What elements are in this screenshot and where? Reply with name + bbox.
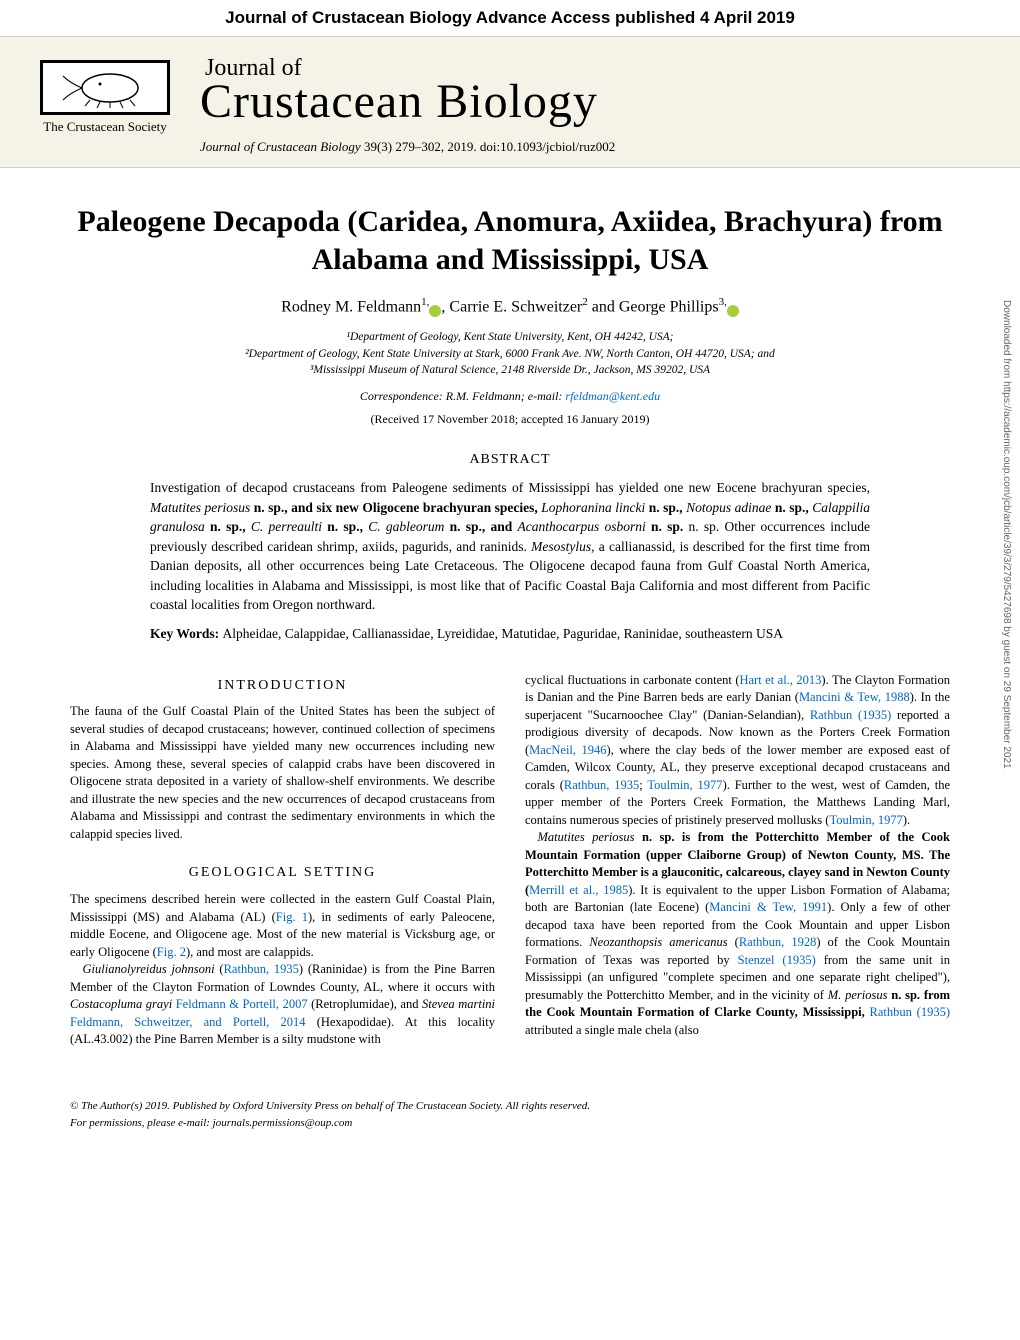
col2-paragraph-2: Matutites periosus n. sp. is from the Po… xyxy=(525,829,950,1039)
figure-link[interactable]: Fig. 2 xyxy=(157,945,186,959)
authors-line: Rodney M. Feldmann1,o, Carrie E. Schweit… xyxy=(70,296,950,317)
crustacean-icon xyxy=(55,68,155,108)
species-name: Acanthocarpus osborni xyxy=(518,519,646,534)
correspondence-email-link[interactable]: rfeldman@kent.edu xyxy=(565,389,660,403)
reference-link[interactable]: Rathbun (1935) xyxy=(810,708,891,722)
abstract-frag: n. sp., and six new Oligocene brachyuran… xyxy=(250,500,541,515)
correspondence: Correspondence: R.M. Feldmann; e-mail: r… xyxy=(70,389,950,404)
reference-link[interactable]: MacNeil, 1946 xyxy=(529,743,606,757)
keywords-list: Alpheidae, Calappidae, Callianassidae, L… xyxy=(223,626,783,641)
reference-link[interactable]: Feldmann & Portell, 2007 xyxy=(176,997,308,1011)
text-frag: attributed a single male chela (also xyxy=(525,1023,699,1037)
affiliations: ¹Department of Geology, Kent State Unive… xyxy=(70,329,950,379)
orcid-icon[interactable]: o xyxy=(429,305,441,317)
abstract-frag: n. sp., xyxy=(322,519,368,534)
reference-link[interactable]: Mancini & Tew, 1991 xyxy=(709,900,827,914)
author-3-sup: 3, xyxy=(719,296,727,308)
reference-link[interactable]: Toulmin, 1977 xyxy=(647,778,722,792)
figure-link[interactable]: Fig. 1 xyxy=(276,910,308,924)
journal-name: Crustacean Biology xyxy=(200,74,980,129)
abstract-text: Investigation of decapod crustaceans fro… xyxy=(150,478,870,615)
reference-link[interactable]: Rathbun, 1935 xyxy=(224,962,299,976)
citation-rest: 39(3) 279–302, 2019. doi:10.1093/jcbiol/… xyxy=(361,139,616,154)
abstract-frag: n. sp., and xyxy=(444,519,517,534)
logo-section: The Crustacean Society xyxy=(40,55,170,135)
species-name: C. perreaulti xyxy=(251,519,322,534)
text-frag: ), and most are calappids. xyxy=(186,945,314,959)
reference-link[interactable]: Rathbun (1935) xyxy=(870,1005,950,1019)
author-1-sup: 1, xyxy=(421,296,429,308)
reference-link[interactable]: Mancini & Tew, 1988 xyxy=(799,690,910,704)
keywords-block: Key Words: Alpheidae, Calappidae, Callia… xyxy=(150,625,870,644)
reference-link[interactable]: Rathbun, 1928 xyxy=(739,935,817,949)
permissions-line: For permissions, please e-mail: journals… xyxy=(70,1116,950,1131)
abstract-heading: ABSTRACT xyxy=(70,452,950,468)
species-name: M. periosus xyxy=(828,988,888,1002)
body-columns: INTRODUCTION The fauna of the Gulf Coast… xyxy=(70,672,950,1049)
keywords-label: Key Words: xyxy=(150,626,223,641)
text-frag: (Retroplumidae), and xyxy=(308,997,422,1011)
geological-heading: GEOLOGICAL SETTING xyxy=(70,863,495,883)
species-name: Notopus adinae xyxy=(686,500,771,515)
species-name: Giulianolyreidus johnsoni xyxy=(83,962,215,976)
col2-paragraph-1: cyclical fluctuations in carbonate conte… xyxy=(525,672,950,830)
intro-heading: INTRODUCTION xyxy=(70,676,495,696)
species-name: Mesostylus xyxy=(531,539,591,554)
species-name: Matutites periosus xyxy=(538,830,635,844)
journal-banner: The Crustacean Society Journal of Crusta… xyxy=(0,36,1020,168)
geo-paragraph-1: The specimens described herein were coll… xyxy=(70,891,495,961)
text-frag: cyclical fluctuations in carbonate conte… xyxy=(525,673,739,687)
abstract-frag: n. sp., xyxy=(645,500,686,515)
society-name: The Crustacean Society xyxy=(43,119,166,135)
author-2: , Carrie E. Schweitzer xyxy=(441,298,582,315)
reference-link[interactable]: Toulmin, 1977 xyxy=(829,813,902,827)
copyright-footer: © The Author(s) 2019. Published by Oxfor… xyxy=(0,1079,1020,1147)
main-content: Paleogene Decapoda (Caridea, Anomura, Ax… xyxy=(0,168,1020,1079)
column-right: cyclical fluctuations in carbonate conte… xyxy=(525,672,950,1049)
affiliation-1: ¹Department of Geology, Kent State Unive… xyxy=(70,329,950,346)
paper-title: Paleogene Decapoda (Caridea, Anomura, Ax… xyxy=(70,203,950,278)
species-name: Stevea martini xyxy=(422,997,495,1011)
species-name: Lophoranina lincki xyxy=(541,500,645,515)
reference-link[interactable]: Feldmann, Schweitzer, and Portell, 2014 xyxy=(70,1015,306,1029)
society-logo xyxy=(40,60,170,115)
reference-link[interactable]: Rathbun, 1935 xyxy=(564,778,639,792)
correspondence-label: Correspondence: R.M. Feldmann; e-mail: xyxy=(360,389,566,403)
text-frag: ( xyxy=(215,962,224,976)
received-accepted-dates: (Received 17 November 2018; accepted 16 … xyxy=(70,412,950,427)
text-frag: ( xyxy=(728,935,739,949)
author-and: and George Phillips xyxy=(588,298,719,315)
reference-link[interactable]: Merrill et al., 1985 xyxy=(529,883,628,897)
affiliation-3: ³Mississippi Museum of Natural Science, … xyxy=(70,362,950,379)
column-left: INTRODUCTION The fauna of the Gulf Coast… xyxy=(70,672,495,1049)
abstract-frag: n. sp., xyxy=(771,500,812,515)
citation-line: Journal of Crustacean Biology 39(3) 279–… xyxy=(200,139,980,155)
author-1: Rodney M. Feldmann xyxy=(281,298,421,315)
advance-access-header: Journal of Crustacean Biology Advance Ac… xyxy=(0,0,1020,36)
geo-paragraph-2: Giulianolyreidus johnsoni (Rathbun, 1935… xyxy=(70,961,495,1049)
abstract-frag: Investigation of decapod crustaceans fro… xyxy=(150,480,870,495)
affiliation-2: ²Department of Geology, Kent State Unive… xyxy=(70,346,950,363)
copyright-line: © The Author(s) 2019. Published by Oxfor… xyxy=(70,1099,950,1114)
abstract-frag: n. sp., xyxy=(205,519,251,534)
species-name: Matutites periosus xyxy=(150,500,250,515)
species-name: Costacopluma grayi xyxy=(70,997,172,1011)
text-frag: ). xyxy=(903,813,910,827)
intro-paragraph: The fauna of the Gulf Coastal Plain of t… xyxy=(70,703,495,843)
journal-title-section: Journal of Crustacean Biology Journal of… xyxy=(200,55,980,155)
reference-link[interactable]: Hart et al., 2013 xyxy=(739,673,821,687)
download-watermark: Downloaded from https://academic.oup.com… xyxy=(1001,300,1012,769)
species-name: C. gableorum xyxy=(368,519,444,534)
citation-italic: Journal of Crustacean Biology xyxy=(200,139,361,154)
species-name: Neozanthopsis americanus xyxy=(589,935,727,949)
orcid-icon[interactable]: o xyxy=(727,305,739,317)
reference-link[interactable]: Stenzel (1935) xyxy=(738,953,816,967)
